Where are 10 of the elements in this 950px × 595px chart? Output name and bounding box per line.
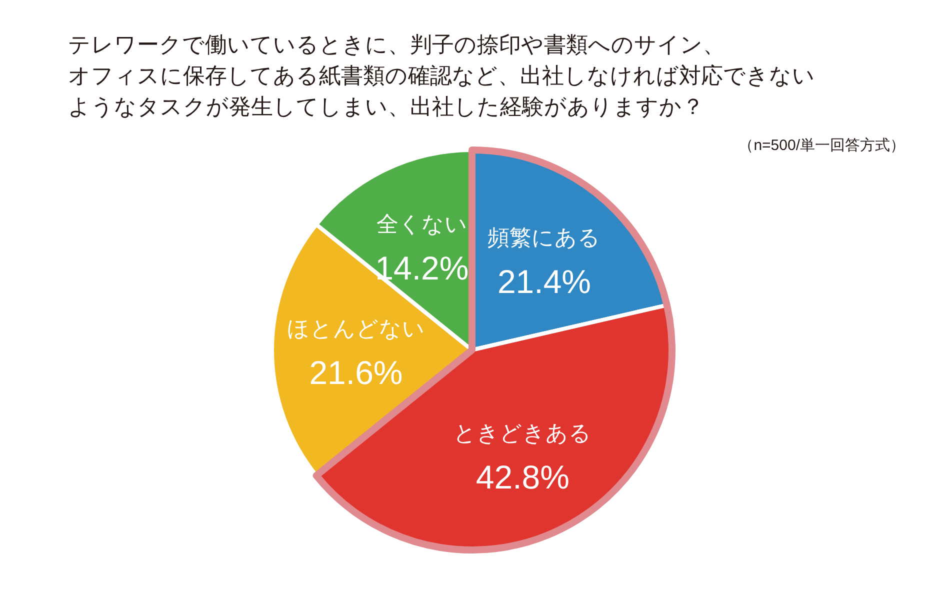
chart-title: テレワークで働いているときに、判子の捺印や書類へのサイン、オフィスに保存してある紙書類の確認など、出社しなければ対応できないようなタスクが発生してしまい、出社した経験がありますか？ — [68, 32, 815, 119]
data-label: 42.8% — [476, 458, 570, 496]
slice-label: 頻繁にある — [488, 225, 601, 250]
data-label: 14.2% — [375, 249, 469, 286]
slice-label: ほとんどない — [287, 316, 425, 341]
data-label: 21.6% — [309, 354, 403, 391]
data-label: 21.4% — [497, 263, 592, 300]
text: （n=500/単一回答方式） — [738, 137, 905, 154]
slice-label: 全くない — [376, 211, 468, 236]
slice-label: ときどきある — [454, 420, 592, 446]
